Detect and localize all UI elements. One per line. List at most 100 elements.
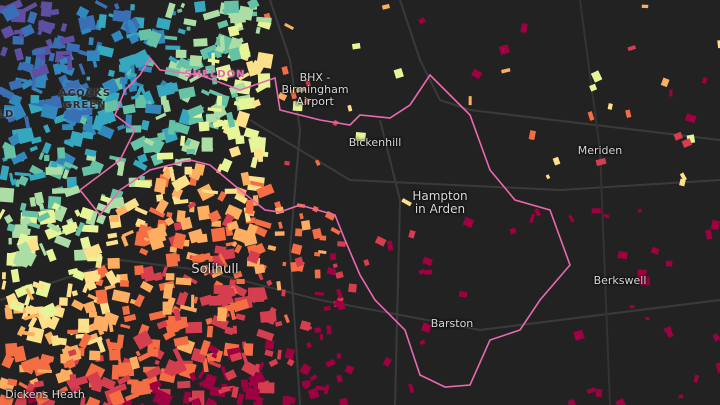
patch bbox=[363, 259, 370, 267]
patch bbox=[335, 271, 344, 279]
patch bbox=[170, 83, 178, 93]
patch bbox=[420, 322, 432, 334]
patch bbox=[336, 374, 343, 383]
patch bbox=[249, 59, 265, 76]
patch bbox=[39, 302, 58, 320]
patch bbox=[156, 320, 168, 330]
patch bbox=[163, 35, 178, 41]
patch bbox=[64, 79, 82, 94]
patch bbox=[28, 316, 38, 329]
patch bbox=[229, 352, 243, 362]
patch bbox=[8, 237, 12, 245]
patch bbox=[134, 265, 144, 276]
patch bbox=[247, 0, 260, 10]
patch bbox=[255, 83, 267, 93]
patch bbox=[187, 201, 197, 209]
patch bbox=[705, 229, 713, 240]
patch bbox=[215, 350, 224, 363]
patch bbox=[78, 15, 97, 33]
patch bbox=[71, 290, 79, 297]
patch bbox=[172, 347, 183, 363]
patch bbox=[10, 151, 28, 165]
patch bbox=[393, 67, 404, 79]
patch bbox=[63, 185, 81, 198]
place-label: ACOCKS GREEN bbox=[59, 88, 111, 111]
patch bbox=[130, 4, 135, 11]
patch bbox=[189, 54, 203, 67]
patch bbox=[678, 394, 684, 399]
patch bbox=[641, 4, 649, 9]
patch bbox=[249, 180, 265, 188]
patch bbox=[23, 312, 40, 321]
patch bbox=[27, 362, 37, 375]
patch bbox=[135, 350, 141, 357]
patch bbox=[206, 325, 214, 338]
patch bbox=[0, 165, 10, 181]
patch bbox=[232, 325, 238, 334]
patch bbox=[595, 388, 603, 398]
patch bbox=[603, 213, 610, 219]
patch bbox=[148, 207, 166, 218]
patch bbox=[591, 208, 601, 214]
place-label: ELD bbox=[0, 109, 15, 120]
patch bbox=[231, 386, 239, 399]
patch bbox=[145, 365, 163, 380]
patch bbox=[139, 280, 154, 293]
patch bbox=[179, 360, 193, 364]
patch bbox=[209, 266, 224, 279]
patch bbox=[102, 311, 119, 326]
patch bbox=[59, 35, 76, 45]
patch bbox=[401, 198, 412, 207]
patch bbox=[382, 356, 392, 367]
patch bbox=[175, 292, 188, 307]
patch bbox=[319, 334, 324, 341]
patch bbox=[235, 135, 245, 145]
patch bbox=[314, 269, 321, 279]
patch bbox=[0, 187, 15, 203]
patch bbox=[712, 333, 720, 342]
patch bbox=[637, 208, 643, 213]
patch bbox=[160, 79, 167, 87]
patch bbox=[120, 235, 129, 247]
patch bbox=[47, 315, 60, 331]
patch bbox=[292, 101, 303, 112]
patch bbox=[660, 77, 670, 88]
patch bbox=[3, 214, 14, 224]
patch bbox=[201, 137, 213, 152]
patch bbox=[247, 377, 261, 388]
patch bbox=[282, 261, 287, 267]
patch bbox=[314, 327, 321, 333]
patch bbox=[131, 16, 141, 29]
patch bbox=[45, 38, 53, 47]
patch bbox=[374, 235, 387, 247]
patch bbox=[78, 318, 90, 333]
patch bbox=[96, 213, 107, 225]
patch bbox=[86, 115, 93, 130]
patch bbox=[191, 294, 195, 310]
patch bbox=[234, 110, 251, 129]
patch bbox=[96, 339, 106, 353]
place-label: Meriden bbox=[577, 144, 623, 157]
patch bbox=[236, 278, 245, 285]
patch bbox=[224, 188, 237, 194]
patch bbox=[26, 326, 45, 344]
patch bbox=[70, 163, 79, 170]
patch bbox=[36, 197, 43, 207]
patch bbox=[665, 260, 673, 267]
patch bbox=[67, 106, 72, 111]
patch bbox=[30, 95, 40, 104]
patch bbox=[284, 347, 296, 360]
patch bbox=[144, 103, 162, 115]
patch bbox=[123, 313, 137, 323]
patch bbox=[231, 241, 238, 248]
patch bbox=[267, 244, 277, 252]
patch bbox=[4, 307, 10, 319]
patch bbox=[347, 104, 353, 112]
patch bbox=[96, 44, 115, 58]
patch bbox=[171, 186, 184, 199]
patch bbox=[326, 325, 332, 335]
patch bbox=[277, 91, 288, 102]
place-label: Hampton in Arden bbox=[412, 189, 468, 216]
patch bbox=[55, 386, 69, 396]
